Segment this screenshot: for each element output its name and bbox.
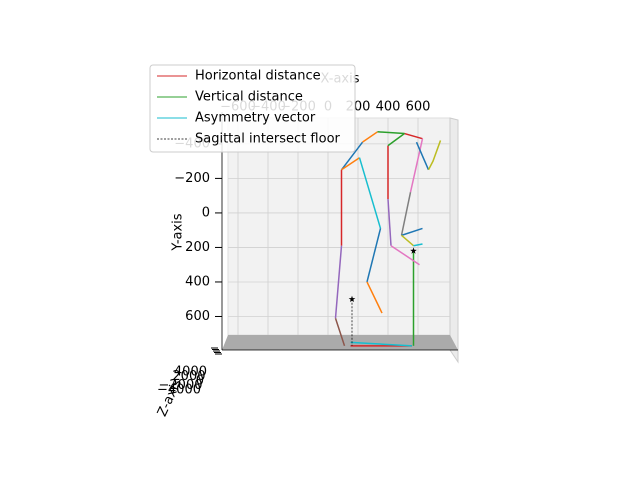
- z-tick-label: −2000: [159, 378, 203, 393]
- data-line: [387, 132, 405, 147]
- y-tick-label: 400: [185, 274, 210, 289]
- data-line: [334, 245, 343, 319]
- data-line: [362, 131, 378, 143]
- data-line: [427, 140, 442, 171]
- z-tick-label: 2000: [172, 369, 205, 384]
- data-line: [400, 192, 412, 236]
- star-point: [410, 247, 417, 254]
- x-tick-label: 600: [406, 100, 431, 115]
- star-point: [348, 295, 356, 303]
- z-tick-label: −4000: [157, 383, 201, 398]
- z-tick-label: 4000: [174, 365, 207, 380]
- data-line: [366, 281, 383, 314]
- data-line: [358, 157, 382, 229]
- floor-pane: [222, 335, 458, 350]
- data-line: [366, 228, 382, 283]
- z-tick-label: 0: [196, 374, 204, 389]
- legend-label: Vertical distance: [195, 90, 303, 105]
- data-line: [390, 245, 420, 266]
- legend-label: Asymmetry vector: [195, 111, 316, 126]
- data-line: [334, 317, 346, 347]
- data-line: [404, 132, 423, 140]
- side-pane: [449, 117, 459, 364]
- legend: Horizontal distance Vertical distance Asym…: [149, 64, 356, 153]
- data-line: [401, 234, 414, 247]
- legend-box: [149, 64, 356, 153]
- data-line: [387, 199, 392, 246]
- y-axis-label: Y-axis: [171, 213, 186, 251]
- y-tick-label: 600: [185, 309, 210, 324]
- data-line: [413, 243, 423, 247]
- data-line: [341, 157, 360, 171]
- y-tick-label: 0: [202, 205, 210, 220]
- legend-label: Horizontal distance: [195, 69, 321, 84]
- y-tick-label: −200: [174, 171, 210, 186]
- data-line: [350, 341, 413, 347]
- data-line: [415, 141, 430, 171]
- y-tick-label: 200: [185, 240, 210, 255]
- legend-label: Sagittal intersect floor: [195, 132, 341, 147]
- data-line: [377, 131, 405, 135]
- data-line: [409, 138, 424, 193]
- data-line: [340, 141, 364, 171]
- data-line: [401, 227, 423, 237]
- x-tick-label: 400: [376, 100, 401, 115]
